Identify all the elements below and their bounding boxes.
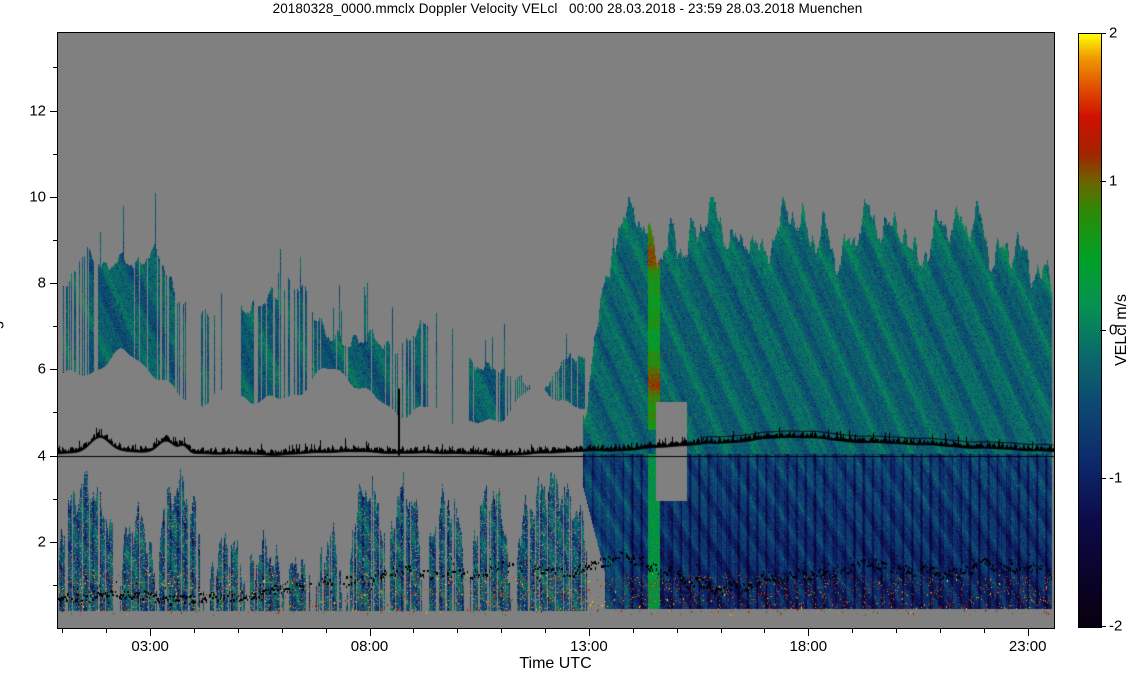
colorbar-tick	[1100, 626, 1106, 627]
y-tick-label: 10	[29, 188, 46, 206]
y-tick-major	[50, 541, 58, 543]
colorbar-tick	[1100, 477, 1106, 479]
colorbar-tick-label: -2	[1109, 617, 1123, 635]
x-tick-minor	[62, 628, 64, 633]
x-tick-label: 23:00	[1008, 638, 1047, 655]
y-tick-label: 12	[29, 102, 46, 120]
colorbar-tick	[1100, 329, 1106, 331]
x-tick-minor	[852, 628, 854, 633]
x-tick-major	[150, 628, 152, 636]
colorbar-tick-label: 1	[1109, 172, 1118, 190]
colorbar-tick-label: 2	[1109, 24, 1118, 42]
colorbar-gradient	[1079, 34, 1101, 627]
y-tick-minor	[53, 412, 58, 414]
x-tick-minor	[676, 628, 678, 633]
colorbar-tick	[1100, 181, 1106, 183]
y-tick-minor	[53, 239, 58, 241]
x-tick-minor	[413, 628, 415, 633]
x-tick-major	[1027, 628, 1029, 636]
y-tick-label: 2	[37, 533, 46, 551]
x-tick-minor	[939, 628, 941, 633]
y-tick-major	[50, 283, 58, 285]
x-tick-label: 08:00	[350, 638, 389, 655]
colorbar-tick-label: 0	[1109, 321, 1118, 338]
x-tick-minor	[325, 628, 327, 633]
colorbar-title: VELcl m/s	[1113, 294, 1130, 367]
colorbar-tick-label: -1	[1109, 469, 1123, 487]
x-tick-minor	[237, 628, 239, 633]
x-tick-minor	[764, 628, 766, 633]
x-tick-minor	[457, 628, 459, 633]
doppler-velocity-heatmap	[58, 33, 1054, 628]
x-tick-label: 18:00	[789, 638, 828, 655]
y-tick-major	[50, 196, 58, 198]
y-tick-minor	[53, 67, 58, 69]
y-tick-minor	[53, 153, 58, 155]
colorbar-ticks: 2 1 0 -1 -2	[1100, 25, 1135, 635]
y-tick-major	[50, 369, 58, 371]
x-axis-label: Time UTC	[519, 655, 592, 672]
x-tick-minor	[720, 628, 722, 633]
x-tick-minor	[194, 628, 196, 633]
x-tick-minor	[501, 628, 503, 633]
colorbar-tick	[1100, 33, 1106, 34]
x-tick-minor	[632, 628, 634, 633]
x-tick-minor	[983, 628, 985, 633]
figure-title: 20180328_0000.mmclx Doppler Velocity VEL…	[272, 1, 863, 16]
x-tick-major	[369, 628, 371, 636]
y-tick-major	[50, 455, 58, 457]
x-tick-label: 13:00	[570, 638, 608, 655]
y-tick-minor	[53, 326, 58, 328]
y-tick-label: 8	[37, 274, 46, 292]
x-tick-major	[588, 628, 590, 636]
x-tick-minor	[896, 628, 898, 633]
x-axis-ticks: 03:00 08:00 13:00 18:00 23:00	[58, 628, 1054, 655]
colorbar	[1078, 33, 1102, 628]
y-tick-minor	[53, 498, 58, 500]
x-tick-minor	[106, 628, 108, 633]
x-tick-major	[808, 628, 810, 636]
y-tick-label: 6	[37, 360, 46, 378]
x-tick-minor	[281, 628, 283, 633]
y-tick-major	[50, 110, 58, 112]
plot-area	[57, 32, 1055, 629]
x-tick-label: 03:00	[131, 638, 169, 655]
y-tick-minor	[53, 584, 58, 586]
y-axis-label: Height AGL km	[0, 246, 4, 354]
y-tick-label: 4	[37, 447, 46, 465]
x-tick-minor	[545, 628, 547, 633]
